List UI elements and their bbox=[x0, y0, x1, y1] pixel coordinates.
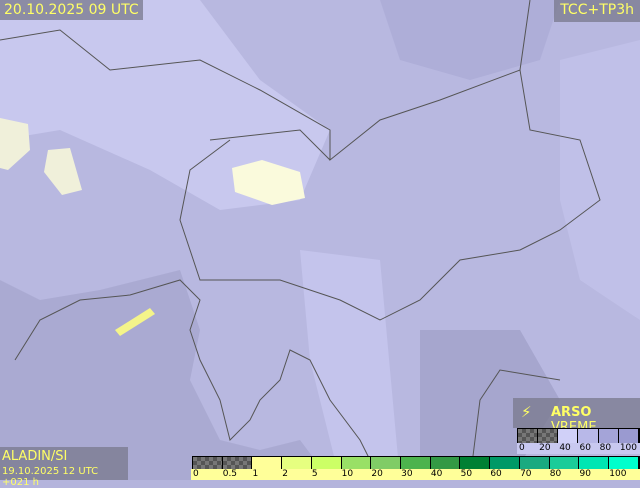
cloud-band-light bbox=[0, 0, 330, 210]
legend-swatch bbox=[549, 457, 580, 470]
legend-label: 30 bbox=[401, 469, 413, 479]
legend-label: 0 bbox=[519, 443, 525, 453]
model-run-time: 19.10.2025 12 UTC +021 h bbox=[2, 466, 99, 488]
legend-label: 20 bbox=[371, 469, 383, 479]
legend-label: 70 bbox=[520, 469, 532, 479]
cloud-cover-legend-labels: 0 20 40 60 80 100 bbox=[517, 443, 640, 454]
legend-swatch bbox=[401, 457, 431, 470]
legend-swatch bbox=[578, 429, 599, 443]
arso-logo[interactable]: ⚡ ARSO VREME bbox=[513, 398, 640, 435]
legend-label: 1 bbox=[252, 469, 259, 479]
legend-swatch bbox=[193, 457, 223, 470]
border bbox=[469, 369, 561, 480]
sea-area bbox=[0, 270, 330, 480]
legend-label: 0.5 bbox=[222, 469, 238, 479]
precip-area bbox=[232, 160, 305, 205]
precipitation-legend-labels: 0 0.5 1 2 5 10 20 30 40 50 60 70 80 90 100 bbox=[191, 469, 640, 480]
cloud-band-dark bbox=[380, 0, 560, 80]
border bbox=[209, 0, 531, 161]
cloud-cover-legend bbox=[517, 428, 640, 444]
parameter-label: TCC+TP3h bbox=[554, 0, 640, 22]
coastline bbox=[14, 279, 381, 480]
legend-label: 40 bbox=[430, 469, 443, 479]
legend-swatch bbox=[538, 429, 559, 443]
legend-swatch bbox=[311, 457, 342, 470]
precip-area bbox=[0, 118, 30, 170]
legend-swatch bbox=[618, 429, 639, 443]
legend-swatch bbox=[579, 457, 610, 470]
precip-area bbox=[44, 148, 82, 195]
satellite-icon: ⚡ bbox=[521, 403, 532, 421]
model-name: ALADIN/SI bbox=[2, 449, 68, 464]
legend-label: 100 bbox=[609, 469, 627, 479]
legend-label: 40 bbox=[559, 443, 571, 453]
legend-swatch bbox=[371, 457, 402, 470]
legend-swatch bbox=[460, 457, 491, 470]
cloud-band-right bbox=[560, 40, 640, 320]
precip-area bbox=[115, 308, 155, 336]
legend-swatch bbox=[519, 457, 550, 470]
legend-swatch bbox=[430, 457, 461, 470]
valid-time-label: 20.10.2025 09 UTC bbox=[0, 0, 143, 20]
legend-label: 90 bbox=[579, 469, 591, 479]
legend-label: 100 bbox=[619, 443, 638, 453]
legend-swatch bbox=[252, 457, 283, 470]
legend-label: 0 bbox=[193, 469, 199, 479]
legend-swatch bbox=[609, 457, 639, 470]
legend-swatch bbox=[518, 429, 539, 443]
legend-label: 20 bbox=[539, 443, 551, 453]
legend-label: 80 bbox=[549, 469, 562, 479]
border bbox=[0, 29, 601, 321]
legend-swatch bbox=[341, 457, 372, 470]
legend-swatch bbox=[282, 457, 312, 470]
cloud-band-south bbox=[300, 250, 400, 480]
legend-swatch bbox=[558, 429, 579, 443]
legend-label: 10 bbox=[341, 469, 354, 479]
legend-label: 2 bbox=[282, 469, 288, 479]
model-info: ALADIN/SI 19.10.2025 12 UTC +021 h bbox=[0, 447, 128, 488]
legend-label: 60 bbox=[490, 469, 502, 479]
legend-label: 80 bbox=[599, 443, 612, 453]
legend-swatch bbox=[490, 457, 520, 470]
legend-swatch bbox=[222, 457, 253, 470]
legend-label: 50 bbox=[460, 469, 473, 479]
legend-swatch bbox=[598, 429, 619, 443]
legend-label: 5 bbox=[311, 469, 318, 479]
logo-brand: ARSO bbox=[551, 405, 592, 420]
legend-label: 60 bbox=[579, 443, 591, 453]
